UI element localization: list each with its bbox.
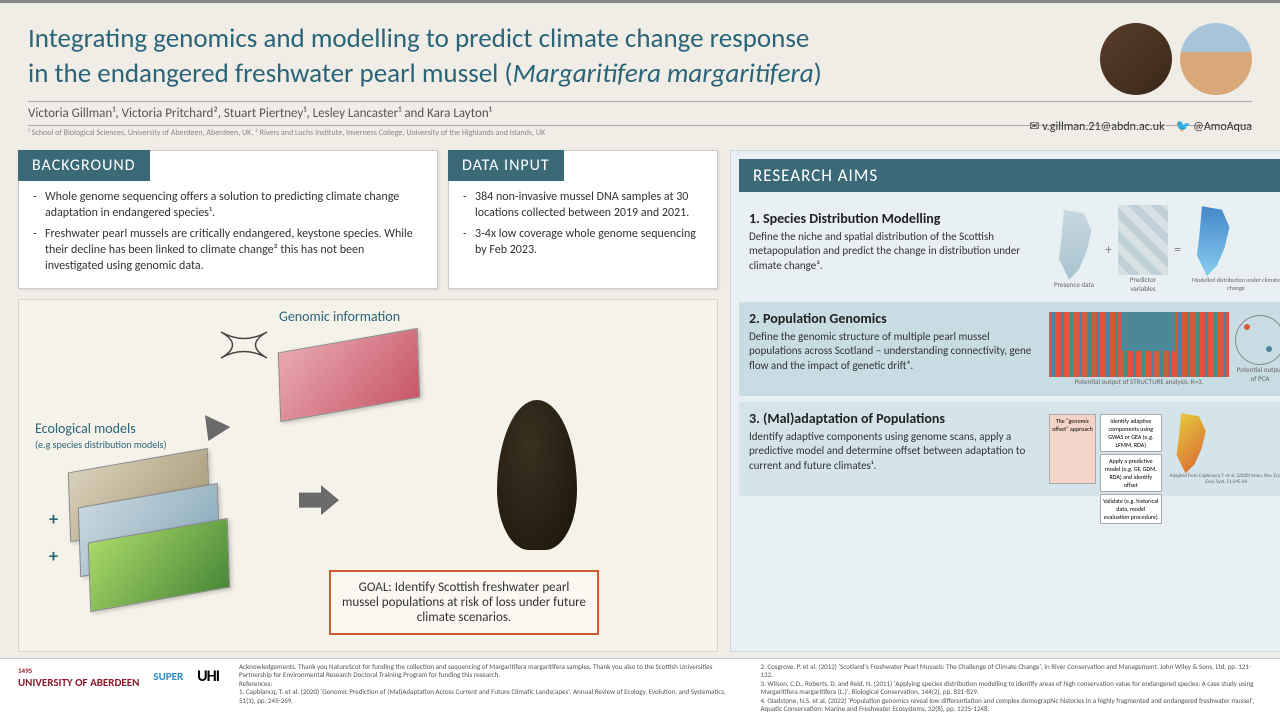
eco-sublabel: (e.g species distribution models) xyxy=(35,438,167,451)
title-line1: Integrating genomics and modelling to pr… xyxy=(28,22,809,55)
offset-step-2: Apply a predictive model (e.g. GF, GDM, … xyxy=(1100,454,1162,492)
mussel-photo xyxy=(1100,23,1172,95)
genomic-label: Genomic information xyxy=(279,308,400,325)
twitter: @AmoAqua xyxy=(1193,120,1252,134)
offset-step-1: Identify adaptive components using GWAS … xyxy=(1100,414,1162,452)
background-body: Whole genome sequencing offers a solutio… xyxy=(19,181,437,288)
acknowledgements: Acknowledgements. Thank you NatureScot f… xyxy=(239,663,741,680)
aim-1-body: Define the niche and spatial distributio… xyxy=(749,230,1039,273)
background-header: BACKGROUND xyxy=(18,150,150,181)
email: v.gillman.21@abdn.ac.uk xyxy=(1042,120,1164,134)
concept-diagram: Genomic information Ecological models (e… xyxy=(18,299,718,652)
datainput-box: DATA INPUT 384 non-invasive mussel DNA s… xyxy=(448,150,718,289)
poster-header: Integrating genomics and modelling to pr… xyxy=(0,0,1280,146)
aims-header: RESEARCH AIMS xyxy=(739,159,1280,192)
aberdeen-logo: 1495 UNIVERSITY OF ABERDEEN xyxy=(18,663,139,689)
aim-1-text: 1. Species Distribution Modelling Define… xyxy=(749,210,1039,288)
title-species: Margaritifera margaritifera xyxy=(513,57,814,90)
eco-label: Ecological models xyxy=(35,420,136,437)
arrow-right-icon xyxy=(299,485,339,515)
left-column: BACKGROUND Whole genome sequencing offer… xyxy=(18,150,718,652)
plus-icon: + xyxy=(1105,241,1112,258)
aim-2-text: 2. Population Genomics Define the genomi… xyxy=(749,310,1039,388)
contact-bar: ✉ v.gillman.21@abdn.ac.uk 🐦 @AmoAqua xyxy=(1029,119,1252,134)
modelled-label: Modelled distribution under climate chan… xyxy=(1187,276,1280,292)
super-logo: SUPER xyxy=(153,670,183,683)
datainput-body: 384 non-invasive mussel DNA samples at 3… xyxy=(449,181,717,272)
datainput-bullet-2: 3-4x low coverage whole genome sequencin… xyxy=(463,226,703,258)
datainput-bullet-1: 384 non-invasive mussel DNA samples at 3… xyxy=(463,189,703,221)
datainput-header: DATA INPUT xyxy=(448,150,564,181)
twitter-icon: 🐦 xyxy=(1175,120,1190,134)
aim-3: 3. (Mal)adaptation of Populations Identi… xyxy=(739,402,1280,496)
offset-credit: Adapted from Capblancq T. et al. (2020) … xyxy=(1168,473,1280,485)
offset-heatmap xyxy=(1168,413,1213,473)
scotland-modelled-map xyxy=(1187,206,1237,276)
aim-3-graphic: The "genomic offset" approach Identify a… xyxy=(1049,410,1280,488)
aim-1: 1. Species Distribution Modelling Define… xyxy=(739,202,1280,296)
offset-step-3: Validate (e.g. historical data, model ev… xyxy=(1100,494,1162,524)
pca-caption: Potential output of PCA xyxy=(1235,365,1280,383)
offset-flowchart: The "genomic offset" approach Identify a… xyxy=(1049,414,1162,484)
background-box: BACKGROUND Whole genome sequencing offer… xyxy=(18,150,438,289)
structure-barplot xyxy=(1049,312,1229,377)
poster-root: Integrating genomics and modelling to pr… xyxy=(0,0,1280,720)
aim-3-title: 3. (Mal)adaptation of Populations xyxy=(749,410,1039,427)
aim-3-body: Identify adaptive components using genom… xyxy=(749,430,1039,473)
title-close: ) xyxy=(814,57,822,90)
aim-1-title: 1. Species Distribution Modelling xyxy=(749,210,1039,227)
top-row: BACKGROUND Whole genome sequencing offer… xyxy=(18,150,718,289)
aim-2-title: 2. Population Genomics xyxy=(749,310,1039,327)
offset-approach: The "genomic offset" approach xyxy=(1049,414,1096,484)
logo-row: 1495 UNIVERSITY OF ABERDEEN SUPER UHI xyxy=(18,663,219,689)
background-bullet-1: Whole genome sequencing offers a solutio… xyxy=(33,189,423,221)
structure-caption: Potential output of STRUCTURE analysis, … xyxy=(1049,377,1229,386)
poster-footer: 1495 UNIVERSITY OF ABERDEEN SUPER UHI Ac… xyxy=(0,658,1280,720)
ref-1: 1. Capblancq, T. et al. (2020) 'Genomic … xyxy=(239,688,741,705)
email-icon: ✉ xyxy=(1029,120,1039,134)
equals-icon: = xyxy=(1174,241,1181,258)
aim-2-graphic: Potential output of STRUCTURE analysis, … xyxy=(1049,310,1280,388)
ref-2: 2. Cosgrove, P. et al. (2012) 'Scotland'… xyxy=(760,663,1262,680)
poster-title: Integrating genomics and modelling to pr… xyxy=(28,21,1008,91)
author-photo xyxy=(1180,23,1252,95)
predictor-layers xyxy=(1118,205,1168,275)
references: Acknowledgements. Thank you NatureScot f… xyxy=(239,663,1262,713)
genomic-layer xyxy=(278,328,420,422)
uhi-logo: UHI xyxy=(197,667,219,686)
ref-4: 4. Gladstone, N.S. et al. (2022) 'Popula… xyxy=(760,697,1262,714)
mussel-illustration xyxy=(497,400,577,550)
title-line2: in the endangered freshwater pearl musse… xyxy=(28,57,513,90)
aim-2-body: Define the genomic structure of multiple… xyxy=(749,330,1039,373)
plus-icon-1: + xyxy=(49,508,58,530)
pca-plot xyxy=(1235,315,1280,365)
poster-body: BACKGROUND Whole genome sequencing offer… xyxy=(0,146,1280,658)
plus-icon-2: + xyxy=(49,545,58,567)
aim-1-graphic: Presence data + Predictor variables = Mo… xyxy=(1049,210,1280,288)
aim-3-text: 3. (Mal)adaptation of Populations Identi… xyxy=(749,410,1039,488)
header-images xyxy=(1100,23,1252,95)
arrow-down-icon xyxy=(196,415,231,447)
background-bullet-2: Freshwater pearl mussels are critically … xyxy=(33,226,423,275)
goal-box: GOAL: Identify Scottish freshwater pearl… xyxy=(329,570,599,635)
scotland-presence-map xyxy=(1049,210,1099,280)
predictor-label: Predictor variables xyxy=(1118,275,1168,293)
research-aims-panel: RESEARCH AIMS 1. Species Distribution Mo… xyxy=(730,150,1280,652)
dna-icon xyxy=(219,330,269,360)
ref-3: 3. Wilson, C.D., Roberts, D. and Reid, N… xyxy=(760,680,1262,697)
presence-label: Presence data xyxy=(1049,280,1099,289)
aim-2: 2. Population Genomics Define the genomi… xyxy=(739,302,1280,396)
